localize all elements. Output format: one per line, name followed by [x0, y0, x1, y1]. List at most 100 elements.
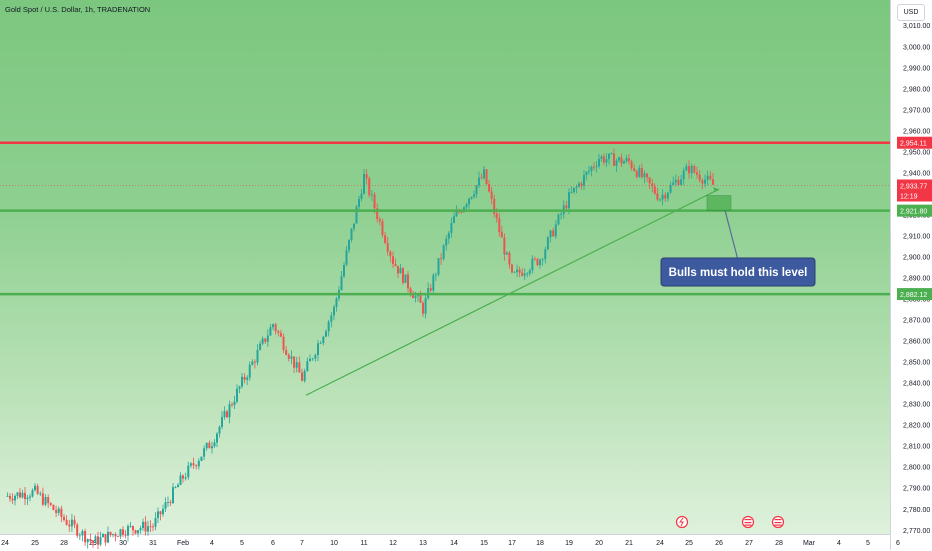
candle-body: [39, 493, 42, 495]
candle-body: [648, 177, 651, 184]
candle-body: [47, 497, 50, 504]
candle-body: [81, 531, 84, 536]
us-flag-stripe: [774, 519, 782, 521]
candle-body: [256, 349, 259, 363]
candle-body: [620, 157, 623, 164]
candle-body: [651, 183, 654, 187]
candle-body: [68, 524, 71, 527]
candle-body: [585, 171, 588, 176]
candle-body: [669, 184, 672, 193]
candle-body: [57, 508, 60, 513]
support-1-price-label: 2,921.80: [900, 209, 927, 216]
candle-body: [259, 343, 262, 350]
candle-body: [635, 170, 638, 177]
us-flag-stripe: [744, 522, 752, 524]
candle-body: [184, 477, 187, 479]
candle-body: [21, 492, 24, 498]
time-axis[interactable]: [0, 534, 890, 551]
candle-body: [381, 221, 384, 236]
candle-body: [488, 184, 491, 192]
candle-body: [465, 204, 468, 208]
price-axis[interactable]: [890, 0, 932, 550]
candle-body: [63, 516, 65, 520]
candle-body: [412, 293, 414, 299]
candle-body: [16, 492, 19, 496]
candle-body: [89, 538, 92, 541]
candle-body: [447, 232, 450, 239]
candle-body: [169, 502, 172, 504]
time-tick-label: 20: [595, 540, 603, 547]
candle-body: [60, 508, 63, 517]
price-tick-label: 2,810.00: [903, 444, 930, 451]
candle-body: [208, 442, 211, 449]
candle-body: [251, 361, 254, 365]
candle-body: [646, 173, 649, 178]
candle-body: [285, 349, 288, 355]
candle-body: [221, 416, 223, 427]
candle-body: [269, 327, 272, 336]
candle-body: [473, 194, 475, 197]
candle-body: [500, 231, 503, 238]
candle-body: [348, 239, 350, 251]
candle-body: [672, 182, 675, 185]
candle-body: [544, 249, 547, 260]
candle-body: [340, 276, 343, 291]
candle-body: [355, 206, 358, 224]
candle-body: [523, 273, 526, 276]
candle-body: [92, 540, 94, 543]
candle-body: [253, 361, 256, 363]
time-tick-label: 10: [330, 540, 338, 547]
candle-body: [409, 288, 412, 294]
candle-body: [127, 526, 129, 536]
candle-body: [656, 193, 659, 200]
target-zone: [706, 195, 732, 211]
us-flag-stripe: [774, 524, 782, 526]
candle-body: [31, 490, 34, 497]
currency-button[interactable]: USD: [897, 4, 925, 21]
time-tick-label: 6: [896, 540, 900, 547]
candle-body: [226, 411, 228, 418]
candle-body: [162, 508, 164, 515]
candle-body: [590, 166, 593, 171]
candle-body: [498, 218, 501, 232]
candle-body: [407, 274, 409, 289]
candle-body: [392, 256, 394, 264]
candle-body: [480, 177, 483, 179]
candle-body: [157, 511, 159, 518]
time-tick-label: 4: [210, 540, 214, 547]
candle-body: [197, 460, 200, 467]
candle-body: [187, 465, 190, 478]
candle-body: [6, 495, 9, 497]
candle-body: [306, 361, 309, 371]
symbol-title: Gold Spot / U.S. Dollar, 1h, TRADENATION: [5, 5, 151, 14]
candle-body: [164, 502, 167, 509]
candle-body: [404, 274, 407, 283]
candle-body: [274, 324, 277, 332]
candle-body: [511, 264, 513, 273]
candle-body: [625, 158, 628, 162]
candle-body: [690, 165, 693, 174]
time-tick-label: Feb: [177, 540, 189, 547]
time-tick-label: 12: [389, 540, 397, 547]
candle-body: [653, 186, 656, 194]
price-tick-label: 3,010.00: [903, 23, 930, 30]
annotation-connector: [724, 210, 739, 261]
annotation-box: [660, 257, 816, 287]
candle-body: [322, 336, 325, 344]
price-tick-label: 2,910.00: [903, 233, 930, 240]
price-tick-label: 2,990.00: [903, 65, 930, 72]
candle-body: [182, 475, 184, 479]
candle-body: [706, 175, 709, 180]
time-tick-label: 5: [240, 540, 244, 547]
candle-body: [437, 258, 440, 275]
candle-body: [231, 404, 233, 406]
candle-body: [508, 252, 511, 265]
resistance-price-label: 2,954.11: [900, 141, 927, 148]
candle-body: [277, 331, 280, 333]
candle-body: [618, 157, 620, 161]
candle-body: [640, 167, 643, 178]
candle-body: [309, 358, 311, 362]
candle-body: [693, 165, 696, 173]
candle-body: [659, 199, 661, 201]
candle-body: [402, 268, 404, 283]
